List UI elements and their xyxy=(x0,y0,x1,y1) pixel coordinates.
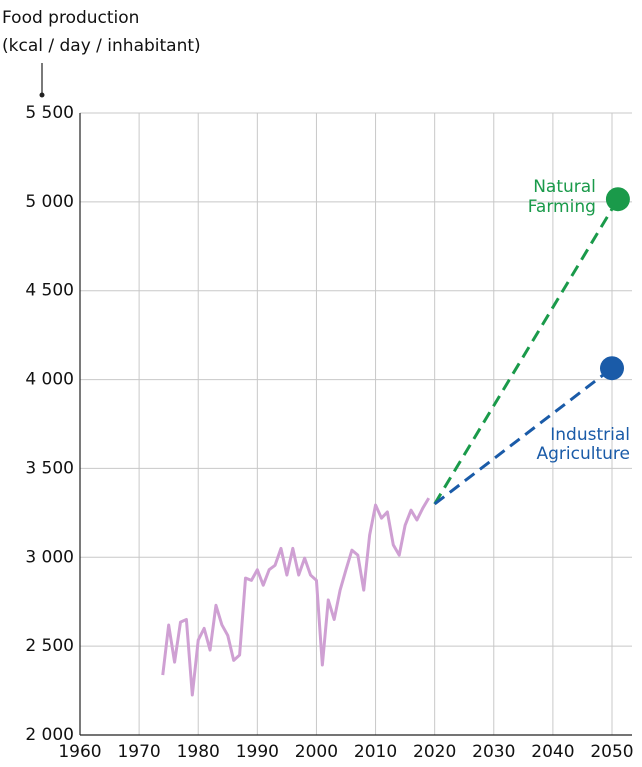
y-tick-label: 3 500 xyxy=(25,458,74,478)
y-tick-label: 3 000 xyxy=(25,547,74,567)
series-label: Natural xyxy=(533,177,596,197)
x-tick-label: 2010 xyxy=(354,742,397,762)
title-pointer-dot xyxy=(39,92,45,98)
y-tick-label: 4 000 xyxy=(25,370,74,390)
x-tick-label: 2000 xyxy=(295,742,338,762)
x-tick-label: 1980 xyxy=(177,742,220,762)
y-tick-label: 2 000 xyxy=(25,725,74,745)
series-label: Farming xyxy=(528,197,596,217)
x-tick-label: 1990 xyxy=(236,742,279,762)
x-tick-label: 2020 xyxy=(413,742,456,762)
x-tick-label: 2040 xyxy=(531,742,574,762)
x-tick-label: 2030 xyxy=(472,742,515,762)
end-point xyxy=(605,187,630,212)
x-tick-label: 1960 xyxy=(58,742,101,762)
x-tick-label: 1970 xyxy=(117,742,160,762)
series-line xyxy=(433,198,620,505)
y-tick-label: 4 500 xyxy=(25,281,74,301)
end-point xyxy=(600,356,624,381)
series-label: Industrial xyxy=(550,425,630,445)
x-tick-label: 2050 xyxy=(590,742,633,762)
y-tick-label: 5 500 xyxy=(25,103,74,123)
chart-subtitle: (kcal / day / inhabitant) xyxy=(2,36,201,56)
y-tick-label: 5 000 xyxy=(25,192,74,212)
chart-title: Food production xyxy=(2,8,139,28)
series-line xyxy=(161,497,431,697)
series-label: Agriculture xyxy=(537,444,631,464)
y-tick-label: 2 500 xyxy=(25,636,74,656)
